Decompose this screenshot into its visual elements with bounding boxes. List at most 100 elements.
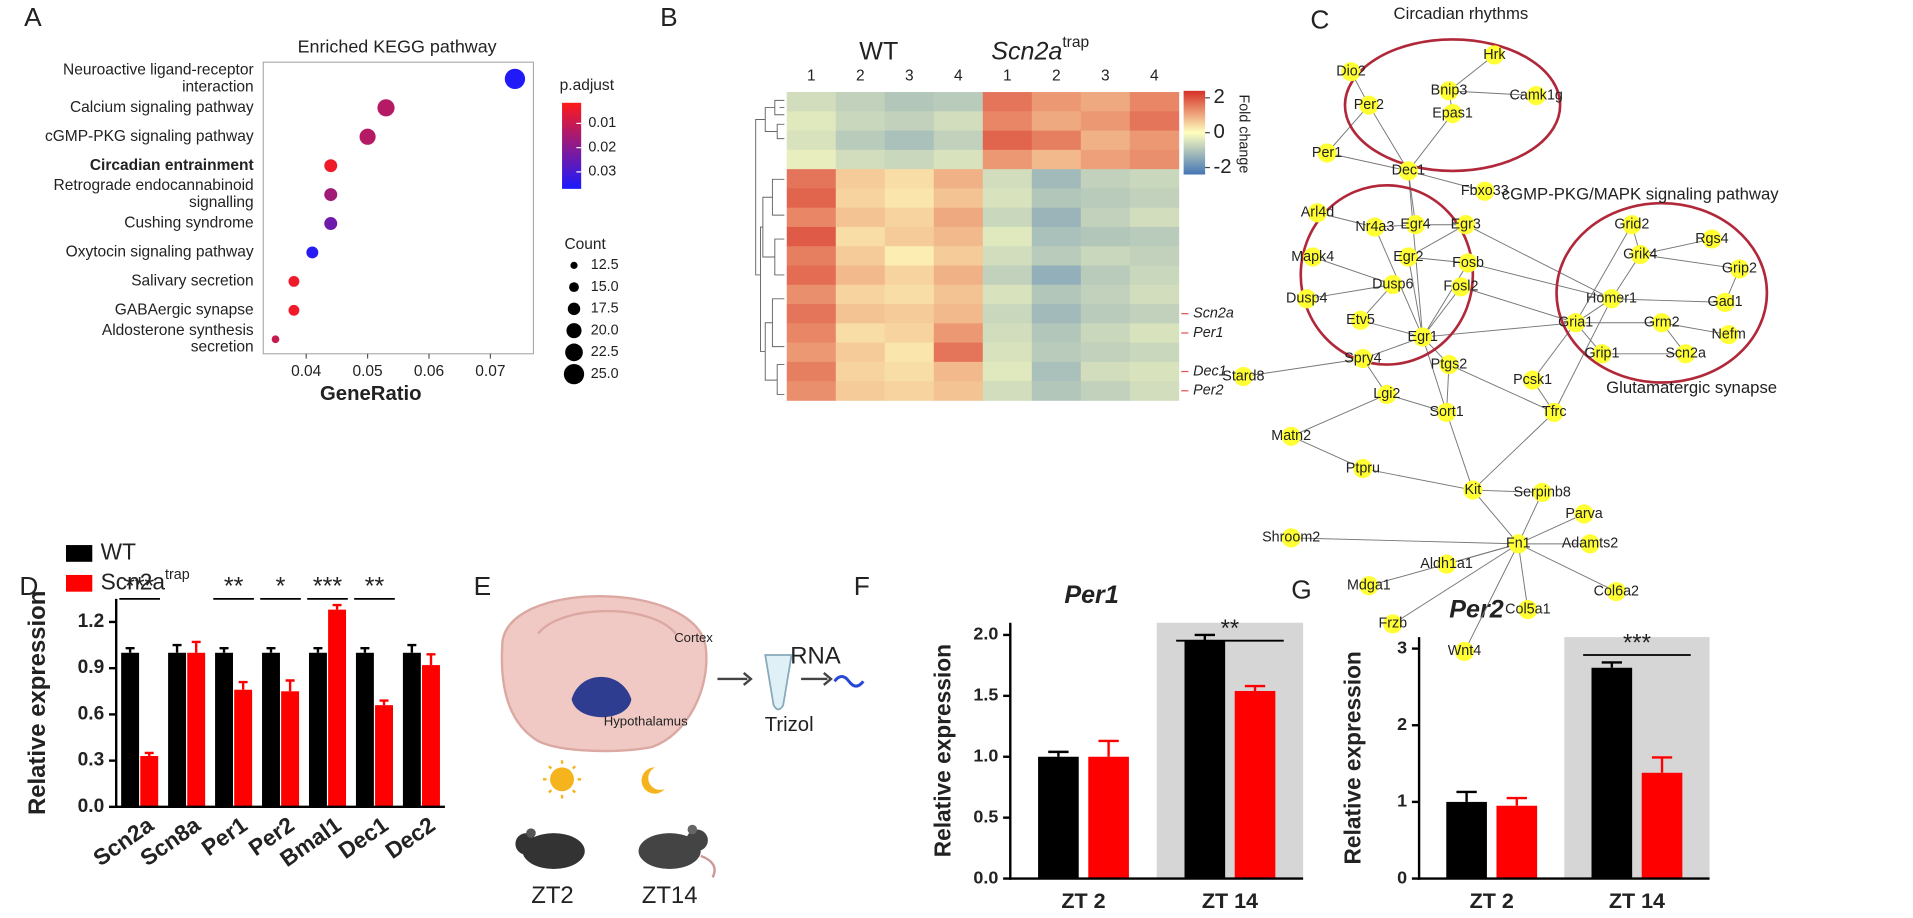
row-label: Per1 [1193,325,1223,341]
heatmap-cell [884,342,935,363]
network-edge [1460,286,1576,324]
network-node [1574,504,1594,524]
pathway-label: cGMP-PKG/MAPK signaling pathway [1502,184,1780,203]
schematic-label: Cortex [674,630,713,645]
heatmap-cell [1129,342,1180,363]
column-label: 2 [1052,68,1061,85]
error-bar [144,751,154,756]
node-label: Tfrc [1542,404,1567,420]
node-label: Mdga1 [1347,577,1391,593]
network-node [1398,247,1418,267]
bar [1234,690,1276,879]
pathway-ellipse [1555,201,1769,384]
network-node [1439,355,1459,375]
y-tick-label: 0.0 [973,867,998,887]
shaded-region [1156,622,1304,879]
heatmap-cell [884,323,935,343]
heatmap-cell [1031,207,1082,228]
network-edge [1362,336,1423,360]
heatmap-cell [786,92,837,112]
node-label: Dio2 [1336,64,1365,80]
heatmap-cell [1031,246,1082,266]
heatmap-cell [1080,92,1131,112]
network-node [1442,103,1463,124]
legend-swatch [65,574,93,592]
heatmap-cell [933,169,984,189]
network-node [1413,327,1433,347]
colorbar-label: Fold change [1236,94,1252,173]
size-legend-dot [570,261,578,269]
heatmap-cell [786,284,837,305]
heatmap-cell [1080,323,1131,343]
y-tick-label: 1.0 [973,745,998,765]
network-node [1341,62,1361,82]
heatmap-cell [982,246,1033,266]
network-node [1307,203,1328,223]
pathway-label: Circadian rhythms [1394,4,1529,23]
error-bar [1601,661,1622,668]
node-label: Dusp6 [1372,276,1413,292]
network-edge [1518,543,1617,593]
network-node [1353,349,1373,369]
heatmap-cell [1031,284,1082,305]
bar [234,689,253,807]
heatmap-cell [786,246,837,266]
legend-name: Scn2a [101,568,166,594]
column-label: 2 [856,68,865,85]
chart-title: Enriched KEGG pathway [298,37,497,57]
heatmap-cell [982,188,1033,209]
bar [1496,805,1538,879]
node-label: Sort1 [1429,404,1463,420]
heatmap-cell [1129,304,1180,324]
node-label: Col6a2 [1594,583,1639,599]
error-bar [1651,756,1673,773]
column-label: 1 [1003,68,1012,85]
node-label: Aldh1a1 [1420,556,1473,572]
y-axis-label: Relative expression [24,591,51,815]
heatmap-cell [1031,361,1082,382]
heatmap-cell [884,169,935,189]
network-edge [1408,170,1485,192]
heatmap-cell [786,361,837,382]
bar [1184,641,1226,879]
network-edge [1317,212,1375,228]
heatmap-cell [1031,323,1082,343]
heatmap-cell [835,226,886,247]
network-node [1606,582,1626,602]
heatmap-cell [884,149,935,170]
node-label: Nefm [1712,326,1746,342]
node-label: Lgi2 [1373,386,1400,402]
y-tick-label: 1.2 [78,611,105,632]
heatmap-cell [933,111,984,131]
heatmap-cell [933,342,984,363]
node-label: Wnt4 [1448,643,1481,659]
panel-letter: F [854,571,870,601]
error-bar [332,603,342,610]
heatmap-cell [1080,111,1131,131]
size-legend-dot [566,323,582,339]
size-legend-label: 20.0 [591,322,619,338]
shaded-region [1564,637,1710,879]
dot [306,246,319,259]
heatmap-cell [835,207,886,228]
node-label: Gad1 [1708,294,1743,310]
heatmap-cell [982,342,1033,363]
node-label: Homer1 [1586,291,1637,307]
heatmap-cell [835,149,886,170]
bar [121,652,140,807]
x-tick-label: ZT 2 [1470,889,1514,913]
y-tick-label: 2 [1397,714,1407,734]
error-bar [266,646,276,653]
bar [328,609,347,807]
column-label: 3 [905,68,914,85]
network-node [1715,292,1735,312]
legend-label: WT [101,538,136,564]
y-tick-label: 3 [1397,637,1407,657]
node-label: Nr4a3 [1355,219,1394,235]
bar [1088,756,1129,879]
network-node [1317,143,1337,163]
heatmap-cell [1080,149,1131,170]
network-node [1303,247,1323,267]
heatmap-cell [1080,304,1131,324]
significance: *** [1623,630,1651,657]
